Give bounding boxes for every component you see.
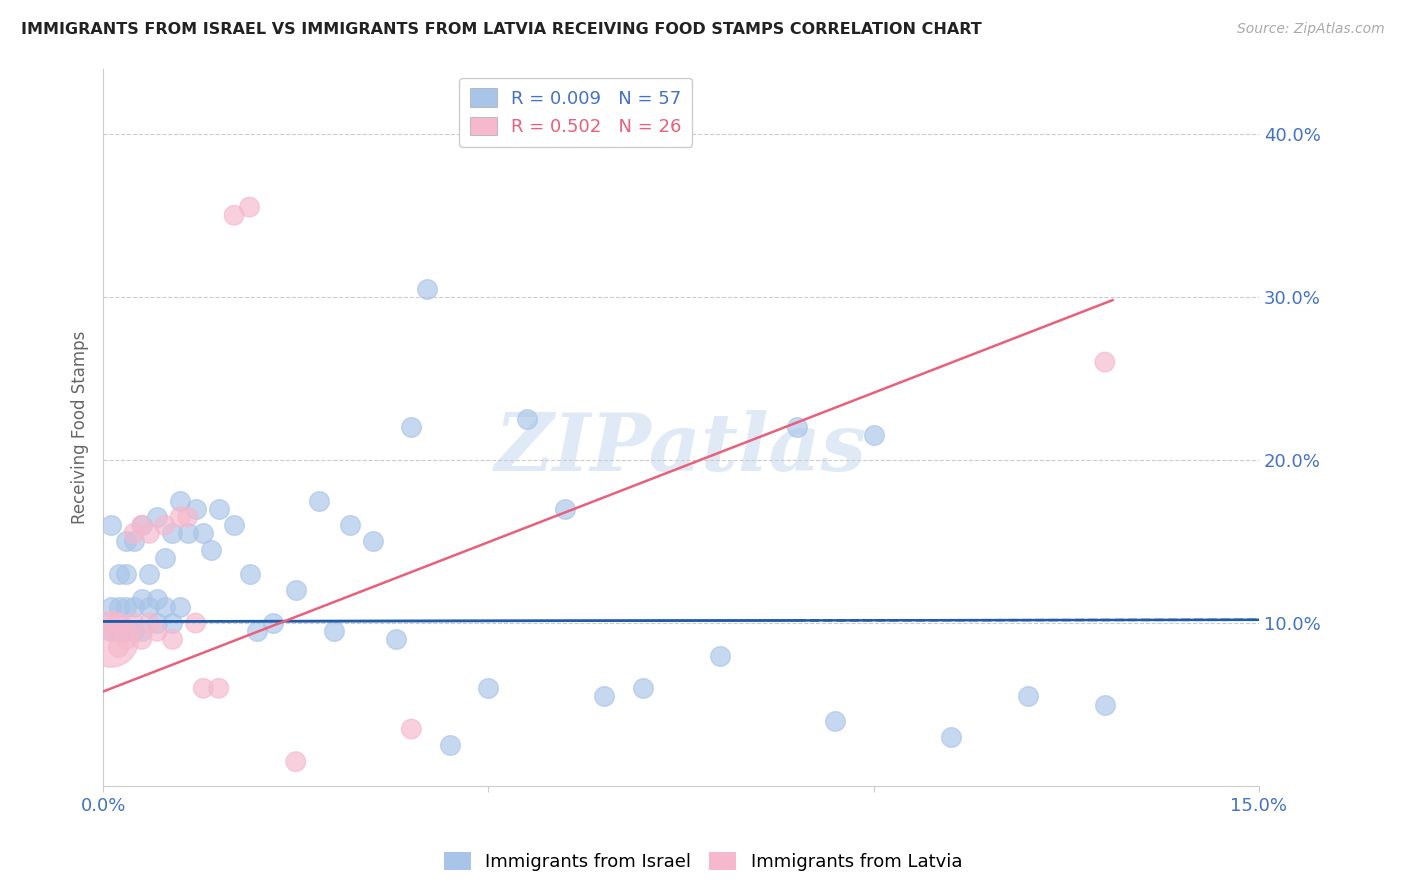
Point xyxy=(401,722,423,736)
Point xyxy=(224,208,246,222)
Point xyxy=(131,518,153,533)
Point xyxy=(122,615,145,630)
Point xyxy=(146,510,169,524)
Point xyxy=(146,624,169,639)
Point xyxy=(146,615,169,630)
Point xyxy=(153,518,176,533)
Point xyxy=(416,282,439,296)
Point xyxy=(169,510,191,524)
Point xyxy=(184,501,207,516)
Point xyxy=(100,615,122,630)
Point xyxy=(107,567,129,582)
Legend: R = 0.009   N = 57, R = 0.502   N = 26: R = 0.009 N = 57, R = 0.502 N = 26 xyxy=(458,78,693,147)
Point xyxy=(262,615,284,630)
Point xyxy=(284,755,307,769)
Point xyxy=(246,624,269,639)
Point xyxy=(153,599,176,614)
Point xyxy=(122,534,145,549)
Point xyxy=(138,526,160,541)
Point xyxy=(224,518,246,533)
Point xyxy=(131,591,153,606)
Point xyxy=(146,591,169,606)
Point xyxy=(208,681,231,696)
Text: ZIPatlas: ZIPatlas xyxy=(495,410,868,488)
Point xyxy=(1017,690,1039,704)
Point xyxy=(131,632,153,647)
Point xyxy=(115,599,138,614)
Point xyxy=(169,493,191,508)
Point xyxy=(184,615,207,630)
Point xyxy=(115,632,138,647)
Point xyxy=(593,690,616,704)
Point xyxy=(200,542,222,557)
Point xyxy=(339,518,361,533)
Point xyxy=(122,526,145,541)
Point xyxy=(786,420,808,434)
Point xyxy=(193,526,215,541)
Text: IMMIGRANTS FROM ISRAEL VS IMMIGRANTS FROM LATVIA RECEIVING FOOD STAMPS CORRELATI: IMMIGRANTS FROM ISRAEL VS IMMIGRANTS FRO… xyxy=(21,22,981,37)
Point xyxy=(107,599,129,614)
Point xyxy=(115,624,138,639)
Point xyxy=(153,550,176,565)
Point xyxy=(100,632,122,647)
Point xyxy=(1094,698,1116,712)
Point xyxy=(238,200,260,214)
Point xyxy=(131,518,153,533)
Point xyxy=(939,730,962,744)
Point xyxy=(1094,355,1116,369)
Legend: Immigrants from Israel, Immigrants from Latvia: Immigrants from Israel, Immigrants from … xyxy=(436,845,970,879)
Point xyxy=(122,624,145,639)
Point xyxy=(162,526,184,541)
Y-axis label: Receiving Food Stamps: Receiving Food Stamps xyxy=(72,331,89,524)
Point xyxy=(439,739,461,753)
Point xyxy=(323,624,346,639)
Point xyxy=(100,518,122,533)
Point xyxy=(208,501,231,516)
Point xyxy=(709,648,731,663)
Point xyxy=(238,567,260,582)
Point xyxy=(100,599,122,614)
Point xyxy=(284,583,307,598)
Point xyxy=(115,567,138,582)
Point xyxy=(193,681,215,696)
Point xyxy=(177,526,200,541)
Point xyxy=(631,681,654,696)
Point xyxy=(162,615,184,630)
Point xyxy=(131,624,153,639)
Point xyxy=(162,632,184,647)
Point xyxy=(138,599,160,614)
Point xyxy=(122,599,145,614)
Point xyxy=(554,501,576,516)
Point xyxy=(107,640,129,655)
Point xyxy=(361,534,384,549)
Point xyxy=(824,714,846,728)
Point xyxy=(138,615,160,630)
Point xyxy=(308,493,330,508)
Point xyxy=(107,624,129,639)
Point xyxy=(401,420,423,434)
Point xyxy=(115,534,138,549)
Point xyxy=(100,624,122,639)
Point xyxy=(477,681,499,696)
Point xyxy=(107,615,129,630)
Point xyxy=(516,412,538,426)
Text: Source: ZipAtlas.com: Source: ZipAtlas.com xyxy=(1237,22,1385,37)
Point xyxy=(177,510,200,524)
Point xyxy=(862,428,884,442)
Point xyxy=(385,632,408,647)
Point xyxy=(100,624,122,639)
Point xyxy=(115,624,138,639)
Point xyxy=(138,567,160,582)
Point xyxy=(169,599,191,614)
